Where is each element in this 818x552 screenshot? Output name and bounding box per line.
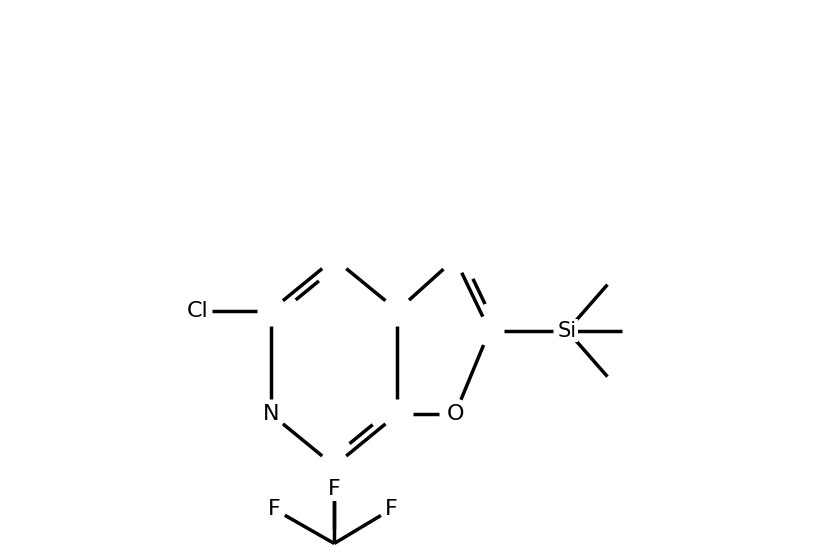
Text: Cl: Cl [187,300,209,321]
Text: F: F [385,499,398,519]
Text: O: O [447,404,464,424]
Text: F: F [267,499,281,519]
Text: F: F [328,479,340,499]
Text: N: N [263,404,279,424]
Text: Si: Si [558,321,577,341]
